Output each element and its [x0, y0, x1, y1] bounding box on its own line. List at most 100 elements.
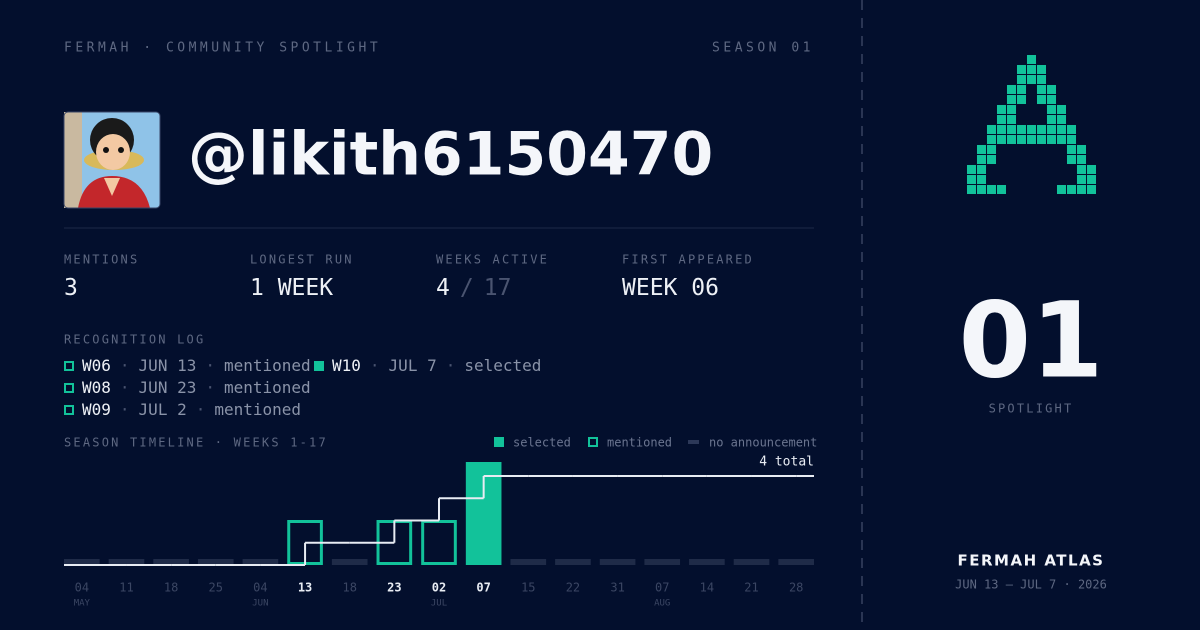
logo-pixel — [1087, 165, 1096, 174]
logo-pixel — [987, 145, 996, 154]
logo-pixel — [1067, 185, 1076, 194]
stat-value: 4 / 17 — [436, 275, 511, 301]
x-tick-label: 04 — [75, 581, 89, 595]
logo-pixel — [977, 145, 986, 154]
week-bar-none — [153, 559, 189, 565]
logo-pixel — [1027, 125, 1036, 134]
log-week: W09 — [82, 400, 111, 419]
logo-pixel — [997, 105, 1006, 114]
timeline-title: SEASON TIMELINE · WEEKS 1-17 — [64, 436, 328, 450]
logo-pixel — [1077, 155, 1086, 164]
logo-pixel — [967, 185, 976, 194]
x-tick-month: JUN — [252, 599, 268, 609]
week-bar-none — [689, 559, 725, 565]
logo-pixel — [1017, 75, 1026, 84]
logo-pixel — [1077, 175, 1086, 184]
season: SEASON 01 — [712, 41, 814, 56]
logo-pixel — [1017, 135, 1026, 144]
logo — [967, 55, 1096, 194]
stat-separator: / — [460, 275, 474, 301]
log-title: RECOGNITION LOG — [64, 333, 205, 347]
logo-pixel — [997, 185, 1006, 194]
legend-label: selected — [513, 436, 571, 450]
logo-pixel — [1037, 65, 1046, 74]
log-marker — [64, 383, 74, 393]
logo-pixel — [1067, 125, 1076, 134]
x-tick-label: 18 — [164, 581, 178, 595]
stat-value: WEEK 06 — [622, 275, 719, 301]
logo-pixel — [1037, 85, 1046, 94]
week-bar-none — [555, 559, 591, 565]
legend-swatch — [588, 437, 598, 447]
week-bar-none — [510, 559, 547, 565]
log-entry: W06 · JUN 13 · mentioned — [82, 356, 311, 375]
logo-pixel — [997, 115, 1006, 124]
logo-pixel — [987, 155, 996, 164]
log-week: W06 — [82, 356, 111, 375]
spotlight-label: SPOTLIGHT — [989, 402, 1074, 416]
logo-pixel — [1057, 115, 1066, 124]
logo-pixel — [1007, 135, 1016, 144]
log-marker — [64, 405, 74, 415]
logo-pixel — [1047, 95, 1056, 104]
logo-pixel — [1067, 135, 1076, 144]
x-tick-label: 07 — [476, 581, 490, 595]
logo-pixel — [1087, 185, 1096, 194]
log-week: W08 — [82, 378, 111, 397]
week-bar-none — [242, 559, 279, 565]
logo-pixel — [987, 135, 996, 144]
log-status: mentioned — [224, 356, 311, 375]
logo-pixel — [997, 135, 1006, 144]
legend-label: no announcement — [709, 436, 817, 450]
stat-value: 1 WEEK — [250, 275, 333, 301]
handle: @likith6150470 — [188, 120, 713, 190]
spotlight-number: 01 — [959, 279, 1104, 401]
logo-pixel — [1067, 145, 1076, 154]
week-bar-none — [197, 559, 234, 565]
logo-pixel — [1037, 95, 1046, 104]
log-date: JUL 2 — [139, 400, 187, 419]
logo-pixel — [967, 165, 976, 174]
log-status: selected — [464, 356, 541, 375]
logo-pixel — [977, 185, 986, 194]
logo-pixel — [967, 175, 976, 184]
stat-label: FIRST APPEARED — [622, 253, 754, 267]
x-tick-label: 23 — [387, 581, 401, 595]
x-tick-label: 31 — [610, 581, 624, 595]
header-title: FERMAH · COMMUNITY SPOTLIGHT — [64, 41, 381, 56]
log-separator: · — [370, 356, 380, 375]
week-bar-none — [64, 559, 100, 565]
logo-pixel — [1007, 105, 1016, 114]
x-tick-label: 13 — [298, 581, 312, 595]
log-separator: · — [446, 356, 456, 375]
x-tick-label: 15 — [521, 581, 535, 595]
stat-label: WEEKS ACTIVE — [436, 253, 549, 267]
logo-pixel — [1007, 125, 1016, 134]
brand: FERMAH ATLAS — [957, 552, 1104, 570]
logo-pixel — [1007, 85, 1016, 94]
logo-pixel — [987, 125, 996, 134]
week-bar-none — [644, 559, 681, 565]
x-tick-label: 04 — [253, 581, 267, 595]
log-status: mentioned — [224, 378, 311, 397]
logo-pixel — [1057, 125, 1066, 134]
x-tick-label: 25 — [209, 581, 223, 595]
total-label: 4 total — [759, 455, 814, 470]
log-separator: · — [120, 356, 130, 375]
log-separator: · — [120, 378, 130, 397]
logo-pixel — [1027, 75, 1036, 84]
x-tick-label: 21 — [744, 581, 758, 595]
x-tick-label: 22 — [566, 581, 580, 595]
log-date: JUL 7 — [389, 356, 437, 375]
week-bar-none — [108, 559, 145, 565]
logo-pixel — [1037, 75, 1046, 84]
log-entry: W08 · JUN 23 · mentioned — [82, 378, 311, 397]
logo-pixel — [1047, 85, 1056, 94]
week-bar-none — [331, 559, 368, 565]
logo-pixel — [1037, 135, 1046, 144]
date-range: JUN 13 — JUL 7 · 2026 — [955, 578, 1107, 592]
week-bar-none — [733, 559, 770, 565]
x-tick-label: 07 — [655, 581, 669, 595]
log-date: JUN 23 — [139, 378, 197, 397]
legend-swatch — [688, 440, 699, 444]
